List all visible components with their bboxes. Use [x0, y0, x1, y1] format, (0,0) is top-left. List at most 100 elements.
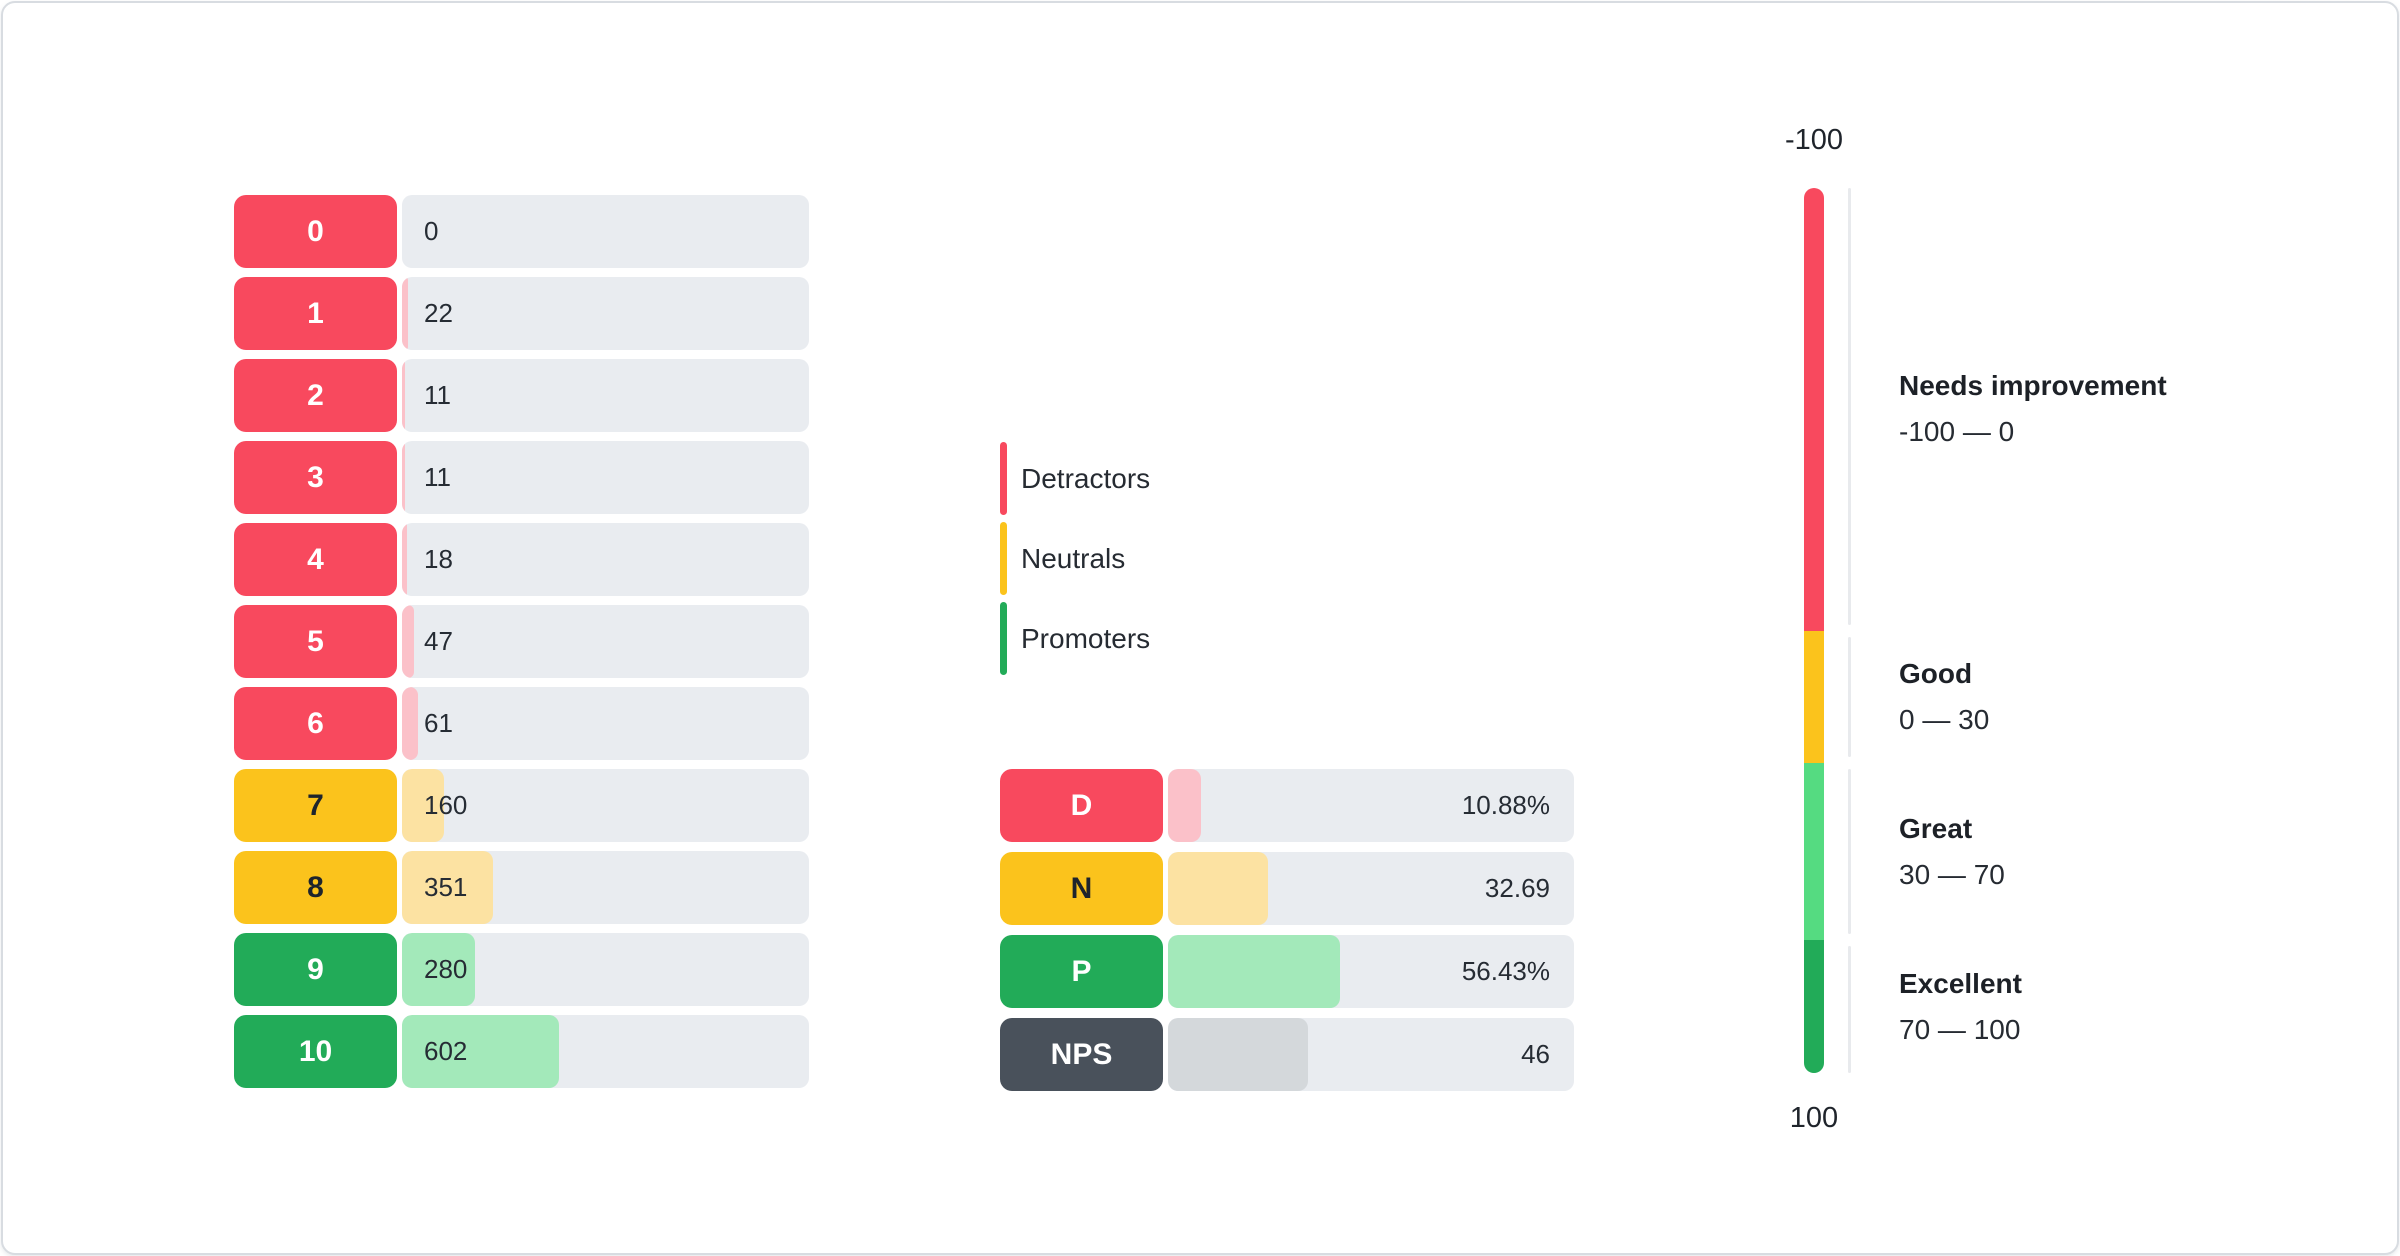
legend-item: Neutrals [1000, 522, 1420, 595]
score-bar-fill [402, 933, 475, 1006]
legend-label: Detractors [1021, 462, 1151, 494]
gauge-zone-label: Needs improvement -100 — 0 [1899, 368, 2167, 450]
summary-value: 56.43% [1461, 956, 1550, 986]
summary-bar-track: 46 [1168, 1018, 1574, 1091]
score-badge: 3 [234, 441, 397, 514]
score-bar-fill [402, 605, 415, 678]
summary-value: 46 [1521, 1039, 1550, 1069]
summary-row: D 10.88% [1000, 769, 1574, 842]
summary-badge: N [1000, 852, 1163, 925]
gauge-zone-range: 30 — 70 [1899, 858, 2005, 890]
legend-label: Promoters [1021, 622, 1151, 654]
score-badge: 4 [234, 523, 397, 596]
legend-color-mark [1000, 522, 1007, 595]
score-bar-fill [402, 441, 405, 514]
gauge-axis-segment [1848, 769, 1851, 935]
score-badge: 1 [234, 277, 397, 350]
gauge-zone-title: Excellent [1899, 967, 2022, 999]
gauge-segment [1804, 630, 1824, 764]
score-badge: 0 [234, 195, 397, 268]
score-row: 10 602 [234, 1015, 809, 1088]
score-row: 7 160 [234, 769, 809, 842]
score-bar-fill [402, 523, 407, 596]
score-row: 3 11 [234, 441, 809, 514]
gauge-segment [1804, 940, 1824, 1073]
score-bar-fill [402, 277, 408, 350]
summary-badge: P [1000, 935, 1163, 1008]
gauge-axis-segment [1848, 636, 1851, 758]
score-count: 61 [424, 708, 453, 738]
legend-label: Neutrals [1021, 542, 1126, 574]
score-row: 1 22 [234, 277, 809, 350]
summary-bar-fill [1168, 769, 1202, 842]
score-badge: 9 [234, 933, 397, 1006]
score-count: 160 [424, 790, 468, 820]
score-badge: 2 [234, 359, 397, 432]
score-count: 0 [424, 216, 439, 246]
score-bar-track: 18 [402, 523, 809, 596]
gauge-zone-title: Good [1899, 657, 1973, 689]
score-row: 8 351 [234, 851, 809, 924]
score-bar-track: 61 [402, 687, 809, 760]
score-bar-fill [402, 1015, 559, 1088]
gauge-zone-range: 70 — 100 [1899, 1013, 2021, 1045]
score-bar-track: 11 [402, 359, 809, 432]
score-row: 9 280 [234, 933, 809, 1006]
score-count: 11 [424, 462, 451, 492]
legend: Detractors Neutrals Promoters [1000, 442, 1420, 675]
score-bar-fill [402, 851, 494, 924]
score-row: 2 11 [234, 359, 809, 432]
summary-row: P 56.43% [1000, 935, 1574, 1008]
legend-item: Detractors [1000, 442, 1420, 515]
gauge-axis-line [1848, 188, 1851, 1073]
summary-row: NPS 46 [1000, 1018, 1574, 1091]
score-row: 6 61 [234, 687, 809, 760]
nps-summary-chart: D 10.88% N 32.69 P 56.43% NPS 46 [1000, 769, 1574, 1091]
summary-bar-fill [1168, 935, 1340, 1008]
gauge-zone-labels: Needs improvement -100 — 0 Good 0 — 30 Great… [1899, 188, 2319, 1073]
gauge-zone-label: Good 0 — 30 [1899, 656, 1989, 738]
score-bar-fill [402, 769, 444, 842]
score-bar-track: 11 [402, 441, 809, 514]
summary-bar-track: 56.43% [1168, 935, 1574, 1008]
score-row: 4 18 [234, 523, 809, 596]
score-count: 22 [424, 298, 453, 328]
gauge-axis-segment [1848, 946, 1851, 1073]
score-badge: 7 [234, 769, 397, 842]
gauge-axis-segment [1848, 188, 1851, 625]
gauge-zone-title: Great [1899, 812, 1973, 844]
summary-row: N 32.69 [1000, 852, 1574, 925]
gauge-segment [1804, 188, 1824, 631]
gauge-zone-range: 0 — 30 [1899, 703, 1990, 735]
summary-value: 10.88% [1461, 790, 1550, 820]
score-distribution-chart: 0 0 1 22 2 11 3 11 4 18 5 47 6 61 7 160 8 351 9 280 10 602 [234, 195, 809, 1088]
summary-bar-track: 10.88% [1168, 769, 1574, 842]
gauge-zone-title: Needs improvement [1899, 370, 2167, 402]
summary-value: 32.69 [1484, 873, 1550, 903]
score-bar-track: 160 [402, 769, 809, 842]
score-bar-track: 22 [402, 277, 809, 350]
score-badge: 6 [234, 687, 397, 760]
gauge-segment [1804, 763, 1824, 941]
score-count: 602 [424, 1036, 468, 1066]
gauge-top-label: -100 [1784, 124, 1844, 156]
score-badge: 5 [234, 605, 397, 678]
score-count: 351 [424, 872, 468, 902]
gauge-zone-range: -100 — 0 [1899, 416, 2015, 448]
gauge-bar [1804, 188, 1824, 1073]
score-count: 47 [424, 626, 453, 656]
score-bar-fill [402, 359, 405, 432]
score-count: 18 [424, 544, 453, 574]
score-badge: 10 [234, 1015, 397, 1088]
legend-color-mark [1000, 442, 1007, 515]
score-bar-track: 602 [402, 1015, 809, 1088]
legend-item: Promoters [1000, 602, 1420, 675]
score-bar-fill [402, 687, 418, 760]
gauge-zone-label: Great 30 — 70 [1899, 811, 2005, 893]
legend-color-mark [1000, 602, 1007, 675]
gauge-zone-label: Excellent 70 — 100 [1899, 966, 2022, 1048]
score-bar-track: 280 [402, 933, 809, 1006]
score-count: 280 [424, 954, 468, 984]
